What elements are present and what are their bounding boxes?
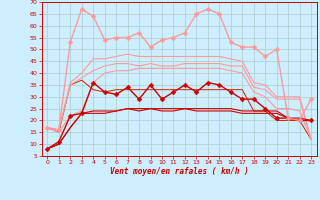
- X-axis label: Vent moyen/en rafales ( km/h ): Vent moyen/en rafales ( km/h ): [110, 167, 249, 176]
